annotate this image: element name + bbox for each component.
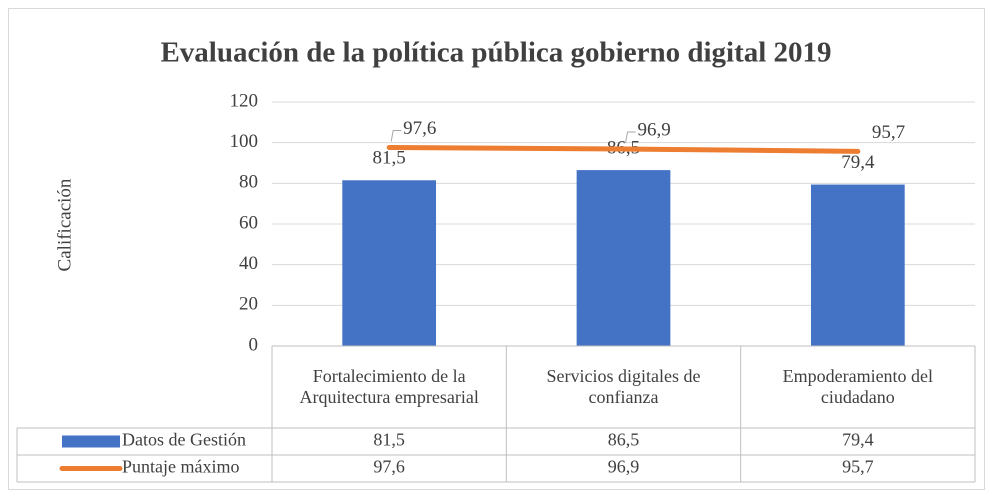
y-tick-label: 40 (239, 253, 258, 274)
x-tick-label: Servicios digitales de confianza (546, 366, 701, 407)
chart-title: Evaluación de la política pública gobier… (160, 37, 831, 69)
x-tick-label: Empoderamiento del ciudadano (782, 366, 934, 407)
table-cell: 86,5 (608, 430, 640, 450)
table-cell: 81,5 (373, 430, 405, 450)
line (386, 145, 861, 154)
line-value-label: 97,6 (403, 118, 436, 139)
y-tick-label: 80 (239, 172, 258, 193)
table-cell: 96,9 (608, 457, 640, 477)
x-tick-label-box: Servicios digitales de confianza (546, 366, 701, 407)
y-tick-label: 20 (239, 294, 258, 315)
legend-label: Datos de Gestión (122, 430, 246, 450)
x-tick-label: Fortalecimiento de la Arquitectura empre… (299, 366, 479, 407)
table-cell: 95,7 (842, 457, 874, 477)
table-cell: 79,4 (842, 430, 874, 450)
bar-value-label: 79,4 (841, 152, 875, 173)
bar (342, 180, 437, 346)
x-tick-label-box: Empoderamiento del ciudadano (782, 366, 934, 407)
legend-key (62, 435, 120, 448)
bar-value-label: 81,5 (373, 148, 406, 169)
y-tick-label: 60 (239, 212, 258, 233)
leader-line (625, 131, 636, 144)
y-tick-label: 120 (230, 90, 259, 111)
x-tick-label-box: Fortalecimiento de la Arquitectura empre… (299, 366, 479, 407)
legend-label: Puntaje máximo (122, 457, 239, 477)
bar (576, 170, 671, 346)
y-tick-label: 100 (230, 131, 259, 152)
leader-line (390, 130, 402, 142)
bar (810, 184, 905, 346)
table-cell: 97,6 (373, 457, 405, 477)
y-axis-label: Calificación (54, 178, 75, 271)
y-tick-label: 0 (249, 334, 259, 355)
line-value-label: 95,7 (872, 122, 905, 143)
line-value-label: 96,9 (638, 119, 671, 140)
